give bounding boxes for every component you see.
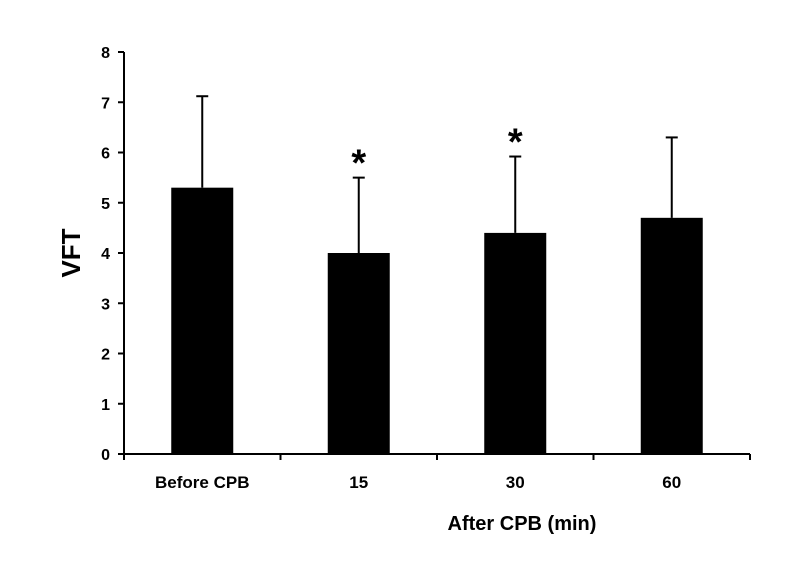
x-category-label: Before CPB [155, 473, 249, 492]
y-tick-label: 7 [101, 95, 110, 112]
x-category-label: 30 [506, 473, 525, 492]
error-bars-group [196, 95, 678, 253]
y-tick-label: 4 [101, 246, 110, 263]
y-ticks-group: 0 1 2 3 4 5 6 7 8 [101, 45, 124, 464]
y-tick-label: 2 [101, 347, 110, 364]
y-tick-label: 8 [101, 45, 110, 62]
y-tick-label: 0 [101, 447, 110, 464]
y-tick-label: 3 [101, 296, 110, 313]
significance-asterisk: * [508, 122, 523, 164]
x-axis-title: After CPB (min) [448, 513, 597, 535]
bar [327, 253, 390, 454]
bar [640, 217, 703, 454]
bars-group [171, 187, 703, 455]
x-category-label: 60 [662, 473, 681, 492]
bar [484, 232, 547, 454]
bar [171, 187, 234, 455]
y-tick-label: 6 [101, 146, 110, 163]
x-ticks-group: Before CPB 15 30 60 [123, 454, 751, 492]
y-tick-label: 1 [101, 397, 110, 414]
significance-group: ** [351, 122, 523, 185]
significance-asterisk: * [351, 143, 366, 185]
y-axis-title: VFT [56, 228, 86, 277]
x-category-label: 15 [349, 473, 368, 492]
y-tick-label: 5 [101, 196, 110, 213]
